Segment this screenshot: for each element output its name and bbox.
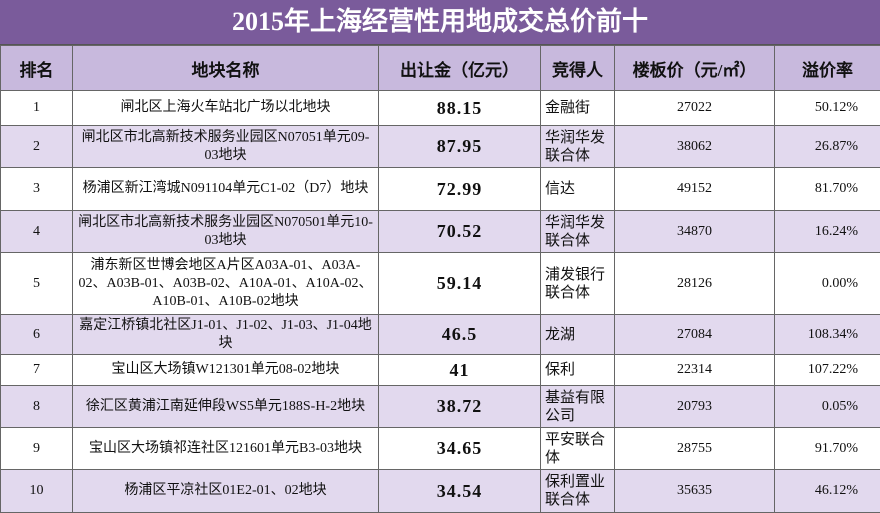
table-cell: 3	[1, 168, 73, 211]
table-cell: 27022	[615, 91, 775, 126]
table-cell: 27084	[615, 315, 775, 355]
table-cell: 107.22%	[775, 355, 880, 386]
table-cell: 5	[1, 253, 73, 315]
header-cell: 溢价率	[775, 46, 880, 91]
table-cell: 10	[1, 470, 73, 513]
table-cell: 0.00%	[775, 253, 880, 315]
table-cell: 70.52	[379, 211, 541, 253]
table-cell: 宝山区大场镇W121301单元08-02地块	[73, 355, 379, 386]
table-cell: 8	[1, 386, 73, 428]
table-cell: 嘉定江桥镇北社区J1-01、J1-02、J1-03、J1-04地块	[73, 315, 379, 355]
table-cell: 信达	[541, 168, 615, 211]
table-cell: 72.99	[379, 168, 541, 211]
table-cell: 浦发银行联合体	[541, 253, 615, 315]
table-cell: 49152	[615, 168, 775, 211]
table-cell: 杨浦区平凉社区01E2-01、02地块	[73, 470, 379, 513]
header-row: 排名地块名称出让金（亿元）竞得人楼板价（元/㎡）溢价率	[1, 46, 880, 91]
table-cell: 徐汇区黄浦江南延伸段WS5单元188S-H-2地块	[73, 386, 379, 428]
table-cell: 26.87%	[775, 126, 880, 168]
table-cell: 91.70%	[775, 428, 880, 470]
table-cell: 2	[1, 126, 73, 168]
header-cell: 排名	[1, 46, 73, 91]
table-cell: 22314	[615, 355, 775, 386]
header-cell: 楼板价（元/㎡）	[615, 46, 775, 91]
table-cell: 保利	[541, 355, 615, 386]
table-cell: 基益有限公司	[541, 386, 615, 428]
table-cell: 38062	[615, 126, 775, 168]
table-cell: 87.95	[379, 126, 541, 168]
table-cell: 4	[1, 211, 73, 253]
table-cell: 杨浦区新江湾城N091104单元C1-02（D7）地块	[73, 168, 379, 211]
table-cell: 50.12%	[775, 91, 880, 126]
table-cell: 华润华发联合体	[541, 126, 615, 168]
table-cell: 闸北区市北高新技术服务业园区N070501单元10-03地块	[73, 211, 379, 253]
table-cell: 保利置业联合体	[541, 470, 615, 513]
table-cell: 16.24%	[775, 211, 880, 253]
table-cell: 34.65	[379, 428, 541, 470]
table-cell: 1	[1, 91, 73, 126]
table-cell: 46.12%	[775, 470, 880, 513]
table-cell: 34870	[615, 211, 775, 253]
table-cell: 28126	[615, 253, 775, 315]
header-cell: 地块名称	[73, 46, 379, 91]
table-cell: 35635	[615, 470, 775, 513]
table-cell: 华润华发联合体	[541, 211, 615, 253]
table-cell: 46.5	[379, 315, 541, 355]
table-cell: 龙湖	[541, 315, 615, 355]
table-cell: 108.34%	[775, 315, 880, 355]
table-cell: 9	[1, 428, 73, 470]
table-cell: 7	[1, 355, 73, 386]
table-cell: 28755	[615, 428, 775, 470]
header-cell: 出让金（亿元）	[379, 46, 541, 91]
table-cell: 宝山区大场镇祁连社区121601单元B3-03地块	[73, 428, 379, 470]
table-cell: 81.70%	[775, 168, 880, 211]
table-cell: 浦东新区世博会地区A片区A03A-01、A03A-02、A03B-01、A03B…	[73, 253, 379, 315]
table-cell: 闸北区市北高新技术服务业园区N07051单元09-03地块	[73, 126, 379, 168]
table-cell: 0.05%	[775, 386, 880, 428]
table-cell: 38.72	[379, 386, 541, 428]
table-cell: 20793	[615, 386, 775, 428]
table-cell: 34.54	[379, 470, 541, 513]
table-cell: 平安联合体	[541, 428, 615, 470]
table-cell: 金融街	[541, 91, 615, 126]
header-cell: 竞得人	[541, 46, 615, 91]
title: 2015年上海经营性用地成交总价前十	[0, 0, 880, 45]
table-cell: 闸北区上海火车站北广场以北地块	[73, 91, 379, 126]
table-cell: 41	[379, 355, 541, 386]
table-cell: 88.15	[379, 91, 541, 126]
table-cell: 6	[1, 315, 73, 355]
table-cell: 59.14	[379, 253, 541, 315]
